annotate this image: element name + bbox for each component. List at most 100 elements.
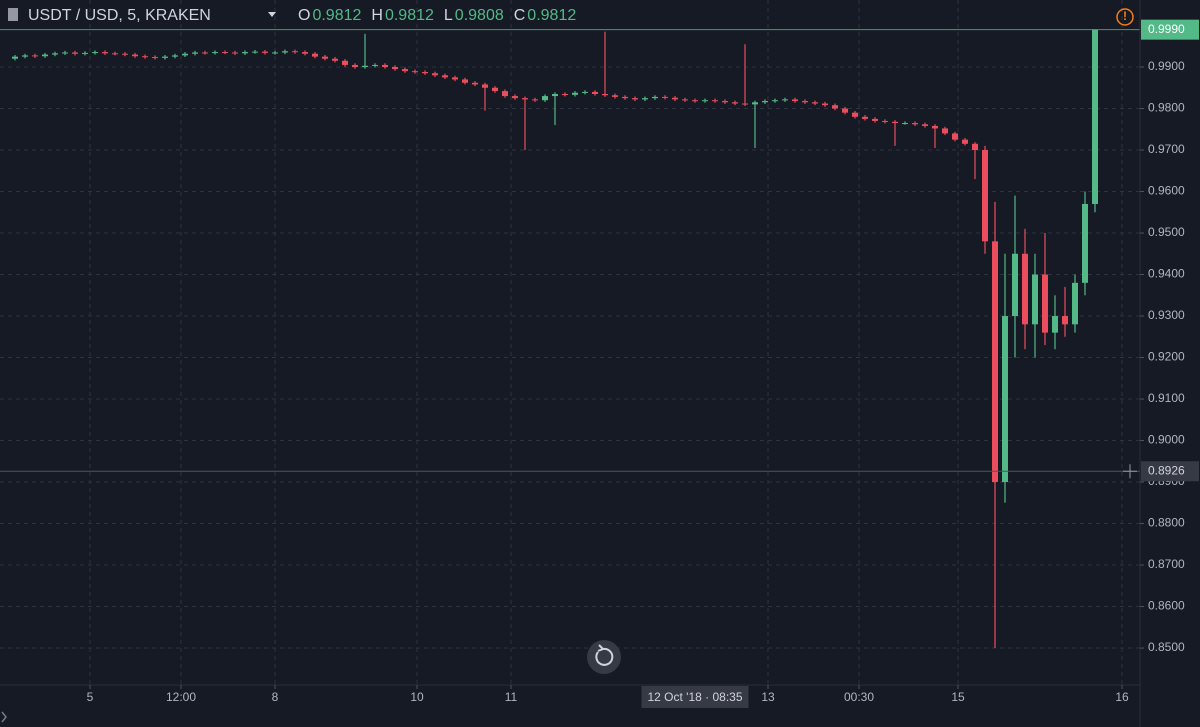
crosshair-y-label: 0.8926 [1148,463,1185,477]
x-tick-label: 8 [272,690,279,704]
candle-body [632,98,638,100]
y-tick-label: 0.9600 [1148,184,1185,198]
reset-button[interactable] [587,640,621,674]
candle-body [552,93,558,97]
candle-body [682,99,688,101]
crosshair-x-box [641,686,749,708]
candle-body [232,52,238,54]
candle-body [862,116,868,119]
candle-body [352,64,358,68]
candle-body [142,56,148,58]
candle-body [712,100,718,102]
ohlc-name: O [298,7,310,24]
candle-body [182,53,188,56]
candle-body [52,53,58,55]
candle-body [882,120,888,122]
candle-body [82,52,88,54]
candle-body [572,92,578,95]
candle-body [482,84,488,88]
candle-body [22,55,28,57]
candle-body [722,101,728,103]
ohlc-name: H [371,7,383,24]
candle-body [222,52,228,54]
candle-body [322,56,328,59]
candle-body [1022,253,1028,325]
candle-body [202,52,208,54]
candle-body [1052,316,1058,333]
candle-body [982,150,988,242]
candle-body [292,51,298,53]
candle-body [872,118,878,121]
symbol-title[interactable]: USDT / USD, 5, KRAKEN [28,7,211,24]
ohlc-value: 0.9808 [455,7,504,24]
candle-body [1002,316,1008,483]
candle-body [242,52,248,54]
candle-body [512,96,518,99]
x-tick-label: 13 [761,690,775,704]
candle-body [702,100,708,102]
ohlc-value: 0.9812 [312,7,361,24]
y-tick-label: 0.8500 [1148,640,1185,654]
candle-body [942,128,948,134]
candle-body [192,52,198,54]
candle-body [432,73,438,76]
candle-body [42,54,48,57]
plot [0,29,1140,649]
candle-body [892,121,898,124]
candle-body [762,101,768,103]
y-tick-label: 0.9300 [1148,308,1185,322]
candle-body [62,52,68,54]
candle-body [312,53,318,57]
candle-body [342,60,348,65]
y-tick-label: 0.9700 [1148,142,1185,156]
y-tick-label: 0.9200 [1148,350,1185,364]
crosshair-y-box [1141,461,1199,482]
ohlc-name: C [514,7,526,24]
candle-body [742,103,748,105]
candle-body [362,65,368,68]
candle-body [542,96,548,101]
y-tick-label: 0.9500 [1148,225,1185,239]
warning-icon[interactable] [1116,8,1134,26]
candle-body [602,93,608,96]
candle-body [562,93,568,95]
candle-body [372,64,378,66]
x-tick-label: 15 [951,690,965,704]
x-tick-label: 5 [87,690,94,704]
grid [0,0,1140,685]
reset-icon [595,647,614,666]
x-tick-label: 16 [1115,690,1129,704]
expand-arrow[interactable] [1,711,7,723]
candle-body [652,96,658,99]
last-price-label: 0.9990 [1148,22,1185,36]
candle-body [452,77,458,80]
candle-body [812,102,818,104]
candle-body [102,52,108,54]
candle-body [972,143,978,151]
candle-body [672,97,678,100]
candle-body [252,51,258,53]
candle-body [122,53,128,55]
x-tick-label: 00:30 [844,690,874,704]
candle-body [782,99,788,101]
candle-body [1032,274,1038,325]
candle-body [962,139,968,144]
candle-body [842,108,848,113]
warning-mark: ! [1123,9,1127,23]
candle-body [802,101,808,103]
y-tick-label: 0.9100 [1148,391,1185,405]
ohlc-name: L [444,7,453,24]
candle-body [212,52,218,54]
axes: 0.85000.86000.87000.88000.89000.90000.91… [87,19,1199,708]
candle-body [112,53,118,55]
candle-body [592,91,598,94]
candle-body [832,105,838,109]
candle-body [642,98,648,100]
candle-body [1072,282,1078,325]
candle-body [442,75,448,78]
candle-body [612,95,618,97]
ohlc-value: 0.9812 [385,7,434,24]
dropdown-arrow[interactable] [268,12,276,17]
